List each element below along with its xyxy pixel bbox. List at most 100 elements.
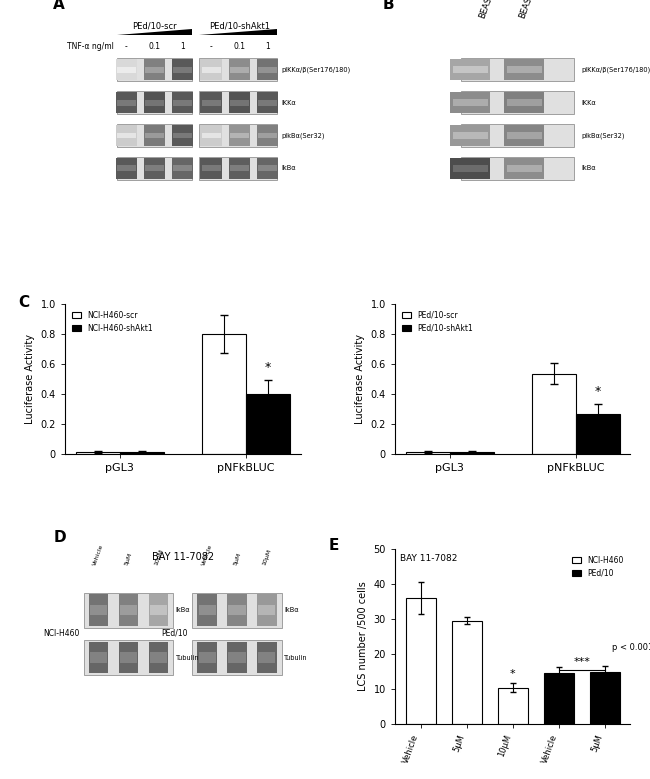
Text: 0.1: 0.1 xyxy=(149,42,161,51)
Bar xyxy=(150,605,167,615)
Bar xyxy=(172,92,194,113)
Bar xyxy=(199,652,216,663)
Legend: NCI-H460-scr, NCI-H460-shAkt1: NCI-H460-scr, NCI-H460-shAkt1 xyxy=(69,308,156,336)
Bar xyxy=(229,125,250,146)
Bar xyxy=(229,92,250,113)
Bar xyxy=(174,165,192,171)
Bar xyxy=(229,157,250,179)
Bar xyxy=(119,594,138,626)
Text: BEAS-AKT1-E17K: BEAS-AKT1-E17K xyxy=(517,0,550,19)
Text: IkBα: IkBα xyxy=(176,607,190,613)
Text: PEd/10: PEd/10 xyxy=(161,629,188,637)
Bar xyxy=(202,132,220,139)
Bar xyxy=(230,132,249,139)
Bar xyxy=(576,414,620,453)
Bar xyxy=(117,124,192,147)
Bar xyxy=(174,67,192,72)
Bar xyxy=(229,59,250,80)
Bar xyxy=(452,99,488,106)
Bar xyxy=(258,165,277,171)
Bar xyxy=(507,99,542,106)
Bar xyxy=(200,91,277,115)
Bar xyxy=(174,132,192,139)
Bar xyxy=(89,642,109,674)
Bar xyxy=(450,92,490,113)
Bar xyxy=(504,92,545,113)
Text: D: D xyxy=(53,530,66,545)
Bar xyxy=(200,59,222,80)
Bar xyxy=(257,125,278,146)
Bar xyxy=(120,652,137,663)
Bar xyxy=(452,66,488,73)
Bar xyxy=(198,594,217,626)
Text: IKKα: IKKα xyxy=(281,100,296,106)
Text: *: * xyxy=(510,669,515,679)
Bar xyxy=(450,452,494,453)
Bar xyxy=(174,100,192,105)
Bar xyxy=(199,605,216,615)
Legend: PEd/10-scr, PEd/10-shAkt1: PEd/10-scr, PEd/10-shAkt1 xyxy=(398,308,476,336)
Bar xyxy=(145,165,164,171)
Bar xyxy=(257,594,276,626)
Text: *: * xyxy=(265,361,271,375)
Bar xyxy=(258,100,277,105)
Bar xyxy=(504,125,545,146)
Bar xyxy=(257,642,276,674)
Bar xyxy=(450,157,490,179)
Bar xyxy=(258,132,277,139)
Bar xyxy=(257,92,278,113)
Bar xyxy=(544,674,574,724)
Bar xyxy=(120,605,137,615)
Bar xyxy=(200,58,277,81)
Bar xyxy=(84,640,174,675)
Text: BAY 11-7082: BAY 11-7082 xyxy=(400,554,457,563)
Bar xyxy=(200,92,222,113)
Text: C: C xyxy=(18,295,29,310)
Bar xyxy=(120,452,164,453)
Text: pIkBα(Ser32): pIkBα(Ser32) xyxy=(581,132,625,139)
Text: -: - xyxy=(125,42,127,51)
Bar xyxy=(406,597,436,724)
Text: IkBα: IkBα xyxy=(284,607,299,613)
Bar xyxy=(452,132,488,139)
Bar xyxy=(257,59,278,80)
Polygon shape xyxy=(117,29,192,35)
Bar xyxy=(200,125,222,146)
Bar xyxy=(172,125,194,146)
Bar xyxy=(119,642,138,674)
Bar xyxy=(230,165,249,171)
Text: IkBα: IkBα xyxy=(281,165,296,171)
Bar xyxy=(200,157,222,179)
Text: ***: *** xyxy=(573,657,590,667)
Bar xyxy=(149,642,168,674)
Bar xyxy=(461,124,574,147)
Text: pIKKα/β(Ser176/180): pIKKα/β(Ser176/180) xyxy=(281,66,351,73)
Bar xyxy=(504,59,545,80)
Bar xyxy=(246,393,290,453)
Legend: NCI-H460, PEd/10: NCI-H460, PEd/10 xyxy=(569,552,627,580)
Bar xyxy=(461,91,574,115)
Text: 1: 1 xyxy=(181,42,185,51)
Text: E: E xyxy=(329,538,339,553)
Bar xyxy=(507,165,542,172)
Bar xyxy=(461,58,574,81)
Bar xyxy=(117,132,136,139)
Bar xyxy=(116,125,137,146)
Text: 5μM: 5μM xyxy=(124,552,133,566)
Y-axis label: Luciferase Activity: Luciferase Activity xyxy=(355,334,365,424)
Bar xyxy=(229,605,246,615)
Bar xyxy=(150,652,167,663)
Text: NCI-H460: NCI-H460 xyxy=(43,629,79,637)
Text: Vehicle: Vehicle xyxy=(201,544,213,566)
Text: pIkBα(Ser32): pIkBα(Ser32) xyxy=(281,132,325,139)
Text: IKKα: IKKα xyxy=(581,100,596,106)
Bar xyxy=(461,157,574,180)
Bar xyxy=(145,100,164,105)
Bar xyxy=(532,374,576,453)
Bar xyxy=(258,67,277,72)
Text: B: B xyxy=(383,0,395,12)
Bar xyxy=(200,157,277,180)
Bar xyxy=(117,157,192,180)
Text: 10μM: 10μM xyxy=(153,548,164,566)
Bar xyxy=(450,59,490,80)
